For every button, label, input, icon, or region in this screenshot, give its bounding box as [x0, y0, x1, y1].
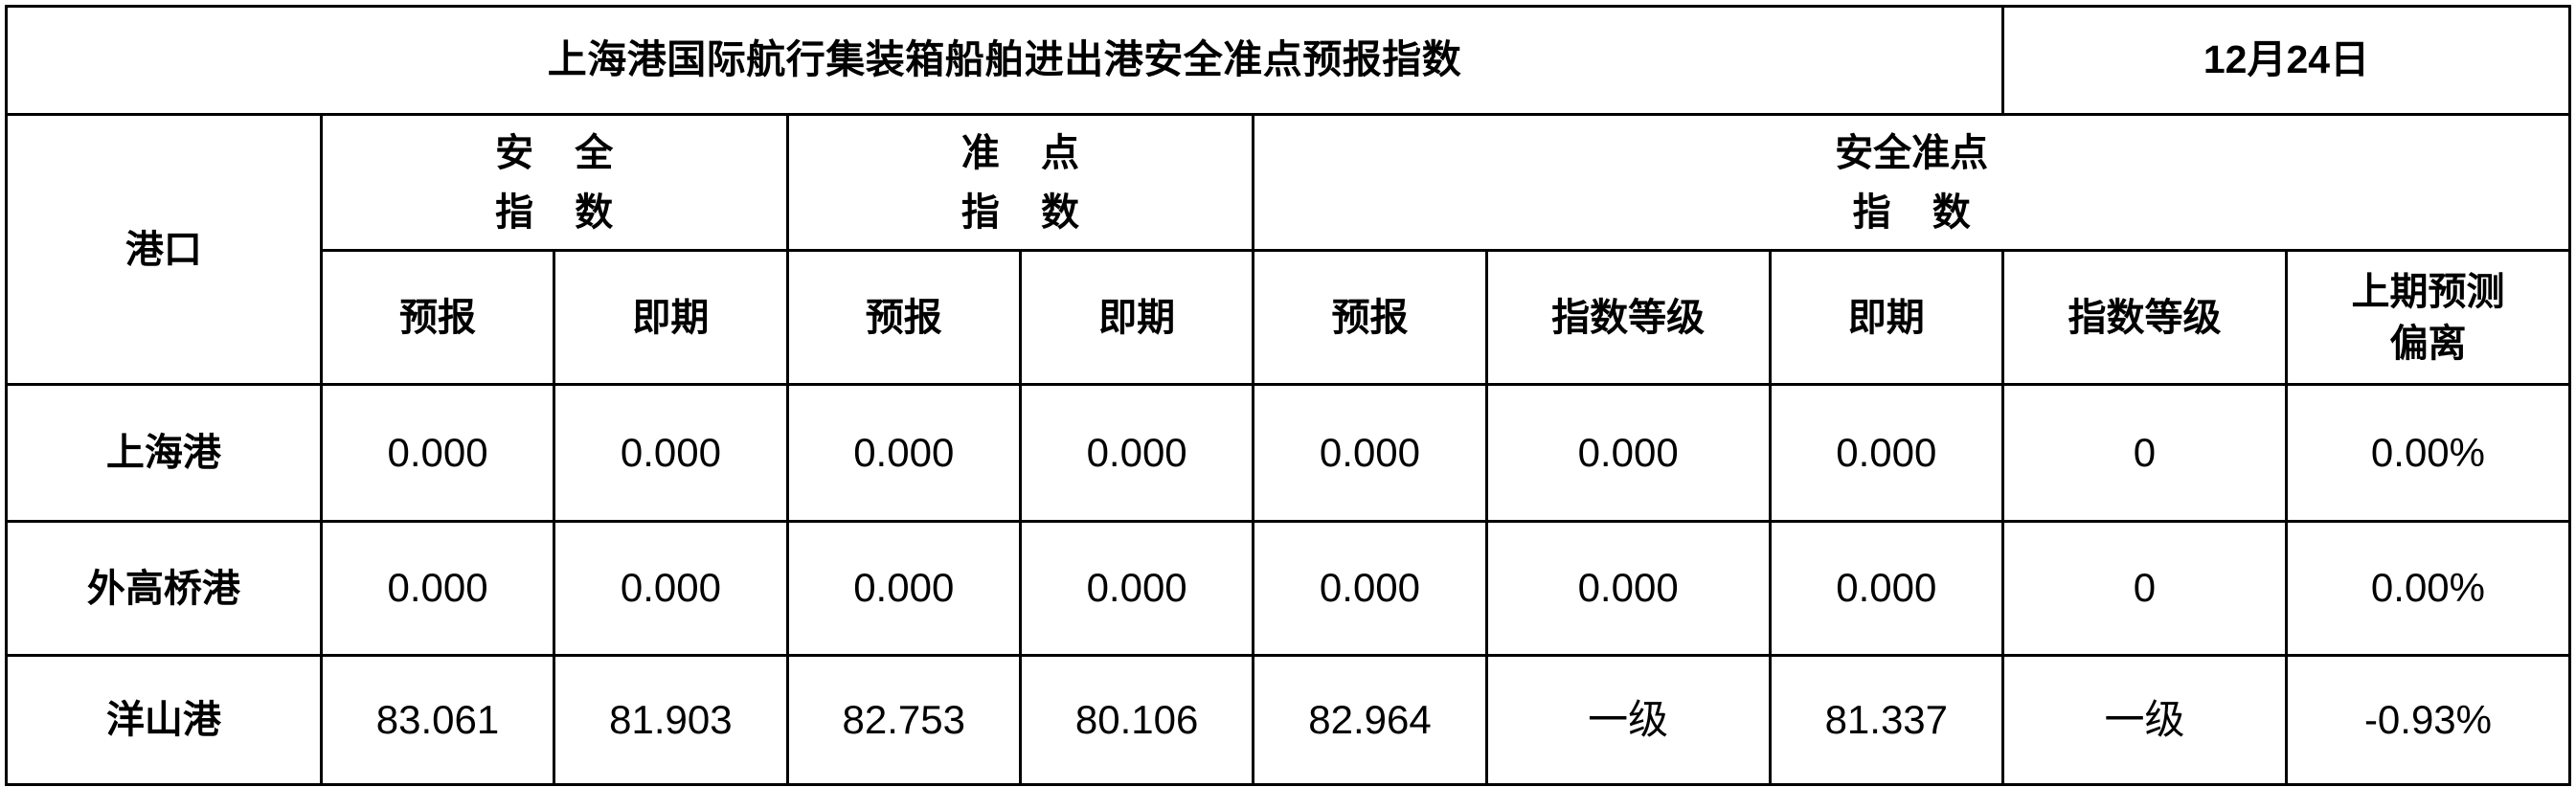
cell-safety-forecast: 83.061: [319, 654, 556, 786]
column-header-previous-deviation: 上期预测 偏离: [2284, 249, 2572, 386]
cell-deviation: 0.00%: [2284, 383, 2572, 523]
cell-punctuality-spot: 0.000: [1018, 520, 1255, 657]
column-header-previous-deviation-line2: 偏离: [2389, 322, 2467, 365]
group-header-safety-punctuality-index: 安全准点 指 数: [1252, 113, 2571, 252]
row-port-name: 洋山港: [5, 654, 323, 786]
column-header-sp-spot: 即期: [1768, 249, 2004, 386]
column-header-punctuality-forecast: 预报: [785, 249, 1022, 386]
cell-safety-forecast: 0.000: [319, 520, 556, 657]
group-header-safety-punctuality-index-line1: 安全准点: [1835, 131, 1989, 174]
row-port-name: 上海港: [5, 383, 323, 523]
table-row: 上海港 0.000 0.000 0.000 0.000 0.000 0.000 …: [5, 383, 2572, 523]
cell-sp-forecast-grade: 0.000: [1484, 383, 1772, 523]
cell-sp-forecast: 82.964: [1252, 654, 1488, 786]
column-header-port: 港口: [5, 113, 323, 386]
group-header-punctuality-index: 准 点 指 数: [785, 113, 1255, 252]
cell-sp-forecast-grade: 0.000: [1484, 520, 1772, 657]
cell-safety-forecast: 0.000: [319, 383, 556, 523]
column-header-sp-forecast-grade: 指数等级: [1484, 249, 1772, 386]
cell-sp-spot: 0.000: [1768, 383, 2004, 523]
group-header-safety-punctuality-index-line2: 指 数: [1852, 191, 1986, 234]
column-header-sp-forecast: 预报: [1252, 249, 1488, 386]
cell-sp-forecast-grade: 一级: [1484, 654, 1772, 786]
cell-safety-spot: 81.903: [553, 654, 789, 786]
column-header-previous-deviation-line1: 上期预测: [2351, 270, 2505, 313]
title-row: 上海港国际航行集装箱船舶进出港安全准点预报指数 12月24日: [5, 5, 2572, 116]
cell-sp-spot-grade: 一级: [2000, 654, 2288, 786]
cell-punctuality-forecast: 82.753: [785, 654, 1022, 786]
column-header-safety-spot: 即期: [553, 249, 789, 386]
cell-punctuality-spot: 80.106: [1018, 654, 1255, 786]
cell-punctuality-spot: 0.000: [1018, 383, 1255, 523]
cell-sp-spot-grade: 0: [2000, 383, 2288, 523]
group-header-punctuality-index-line1: 准 点: [960, 131, 1095, 174]
column-header-sp-spot-grade: 指数等级: [2000, 249, 2288, 386]
report-title: 上海港国际航行集装箱船舶进出港安全准点预报指数: [5, 5, 2004, 116]
cell-punctuality-forecast: 0.000: [785, 520, 1022, 657]
cell-punctuality-forecast: 0.000: [785, 383, 1022, 523]
group-header-safety-index-line2: 指 数: [495, 191, 629, 234]
index-table: 上海港国际航行集装箱船舶进出港安全准点预报指数 12月24日 港口 安 全 指 …: [5, 5, 2572, 786]
cell-sp-spot: 0.000: [1768, 520, 2004, 657]
cell-sp-forecast: 0.000: [1252, 520, 1488, 657]
cell-deviation: 0.00%: [2284, 520, 2572, 657]
group-header-safety-index: 安 全 指 数: [319, 113, 789, 252]
cell-sp-forecast: 0.000: [1252, 383, 1488, 523]
cell-safety-spot: 0.000: [553, 520, 789, 657]
column-header-safety-forecast: 预报: [319, 249, 556, 386]
row-port-name: 外高桥港: [5, 520, 323, 657]
cell-deviation: -0.93%: [2284, 654, 2572, 786]
cell-sp-spot: 81.337: [1768, 654, 2004, 786]
cell-safety-spot: 0.000: [553, 383, 789, 523]
cell-sp-spot-grade: 0: [2000, 520, 2288, 657]
table-row: 洋山港 83.061 81.903 82.753 80.106 82.964 一…: [5, 654, 2572, 786]
group-header-safety-index-line1: 安 全: [495, 131, 629, 174]
group-header-punctuality-index-line2: 指 数: [960, 191, 1095, 234]
table-row: 外高桥港 0.000 0.000 0.000 0.000 0.000 0.000…: [5, 520, 2572, 657]
sub-header-row: 预报 即期 预报 即期 预报 指数等级 即期 指数等级 上期预测 偏离: [7, 249, 2572, 386]
column-header-punctuality-spot: 即期: [1018, 249, 1255, 386]
report-date: 12月24日: [2000, 5, 2572, 116]
group-header-row: 港口 安 全 指 数 准 点 指 数 安全准点 指 数: [5, 113, 2571, 386]
